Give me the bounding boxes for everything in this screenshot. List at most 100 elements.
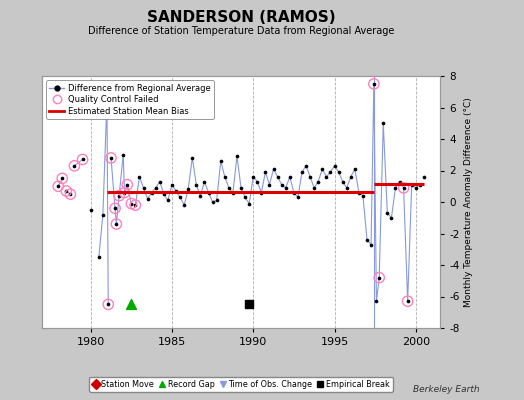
- Point: [54, 183, 62, 190]
- Point: [334, 169, 343, 175]
- Point: [54, 183, 62, 190]
- Point: [156, 178, 164, 185]
- Point: [86, 207, 95, 213]
- Point: [225, 185, 233, 191]
- Point: [107, 155, 115, 161]
- Point: [123, 182, 132, 188]
- Legend: Difference from Regional Average, Quality Control Failed, Estimated Station Mean: Difference from Regional Average, Qualit…: [46, 80, 214, 119]
- Point: [115, 192, 123, 199]
- Point: [290, 189, 298, 196]
- Point: [103, 96, 111, 103]
- Point: [339, 178, 347, 185]
- Point: [369, 81, 378, 87]
- Point: [355, 189, 363, 196]
- Point: [399, 185, 408, 191]
- Point: [135, 174, 144, 180]
- Point: [103, 96, 111, 103]
- Point: [253, 178, 261, 185]
- Point: [346, 174, 355, 180]
- Point: [367, 241, 375, 248]
- Point: [372, 298, 380, 304]
- Point: [298, 169, 306, 175]
- Point: [306, 174, 314, 180]
- Point: [343, 185, 351, 191]
- Point: [216, 158, 225, 164]
- Point: [294, 194, 302, 200]
- Point: [115, 192, 123, 199]
- Point: [403, 298, 412, 304]
- Point: [351, 166, 359, 172]
- Point: [123, 182, 132, 188]
- Point: [127, 301, 136, 308]
- Y-axis label: Monthly Temperature Anomaly Difference (°C): Monthly Temperature Anomaly Difference (…: [464, 97, 473, 307]
- Point: [188, 155, 196, 161]
- Point: [121, 189, 129, 196]
- Point: [416, 182, 424, 188]
- Point: [379, 120, 387, 126]
- Point: [107, 155, 115, 161]
- Point: [249, 174, 257, 180]
- Point: [139, 185, 148, 191]
- Point: [212, 197, 221, 204]
- Point: [66, 191, 74, 197]
- Legend: Station Move, Record Gap, Time of Obs. Change, Empirical Break: Station Move, Record Gap, Time of Obs. C…: [89, 376, 393, 392]
- Point: [196, 192, 204, 199]
- Point: [391, 185, 400, 191]
- Point: [326, 169, 335, 175]
- Point: [151, 185, 160, 191]
- Point: [411, 185, 420, 191]
- Point: [168, 182, 176, 188]
- Point: [200, 178, 209, 185]
- Point: [286, 174, 294, 180]
- Point: [237, 185, 245, 191]
- Point: [99, 211, 107, 218]
- Point: [241, 194, 249, 200]
- Point: [112, 221, 121, 227]
- Point: [127, 200, 136, 207]
- Text: Berkeley Earth: Berkeley Earth: [413, 385, 479, 394]
- Point: [209, 199, 217, 205]
- Point: [163, 197, 172, 204]
- Point: [62, 188, 71, 194]
- Point: [228, 189, 237, 196]
- Point: [245, 301, 254, 308]
- Point: [66, 191, 74, 197]
- Point: [399, 185, 408, 191]
- Point: [112, 221, 121, 227]
- Point: [131, 202, 139, 208]
- Point: [111, 205, 119, 212]
- Point: [121, 189, 129, 196]
- Point: [192, 182, 201, 188]
- Point: [233, 153, 241, 160]
- Point: [58, 175, 67, 182]
- Point: [131, 202, 139, 208]
- Point: [79, 156, 87, 163]
- Point: [172, 188, 180, 194]
- Point: [363, 237, 371, 243]
- Point: [322, 174, 331, 180]
- Point: [278, 182, 286, 188]
- Point: [369, 81, 378, 87]
- Point: [104, 301, 113, 308]
- Point: [403, 298, 412, 304]
- Point: [261, 169, 270, 175]
- Point: [318, 166, 326, 172]
- Point: [95, 254, 103, 260]
- Point: [111, 205, 119, 212]
- Point: [62, 188, 71, 194]
- Point: [221, 174, 229, 180]
- Point: [147, 189, 156, 196]
- Point: [245, 200, 254, 207]
- Point: [375, 274, 384, 281]
- Point: [119, 152, 127, 158]
- Point: [144, 196, 152, 202]
- Point: [408, 182, 416, 188]
- Point: [184, 186, 192, 193]
- Point: [265, 182, 274, 188]
- Point: [387, 214, 396, 221]
- Point: [104, 301, 113, 308]
- Point: [58, 175, 67, 182]
- Point: [257, 189, 266, 196]
- Point: [127, 200, 136, 207]
- Text: Difference of Station Temperature Data from Regional Average: Difference of Station Temperature Data f…: [88, 26, 394, 36]
